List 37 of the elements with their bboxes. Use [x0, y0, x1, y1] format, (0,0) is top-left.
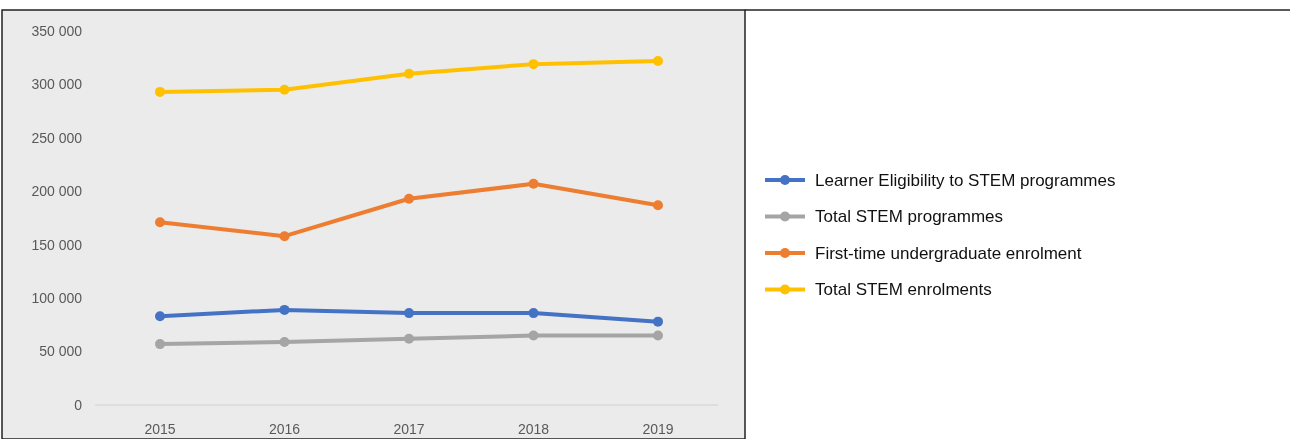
point	[404, 308, 414, 319]
point	[528, 330, 539, 341]
point	[404, 333, 414, 344]
x-tick-label: 2019	[642, 421, 674, 437]
y-tick-label: 0	[74, 396, 83, 413]
legend-label: Total STEM enrolments	[815, 280, 992, 300]
y-tick-label: 200 000	[31, 183, 83, 200]
y-tick-label: 50 000	[39, 343, 83, 360]
point	[653, 316, 663, 327]
point	[404, 68, 414, 79]
point	[279, 231, 290, 242]
y-tick-label: 150 000	[31, 236, 83, 253]
x-tick-label: 2018	[517, 421, 550, 437]
point	[155, 86, 165, 97]
legend-label: Learner Eligibility to STEM programmes	[815, 170, 1116, 190]
point	[528, 59, 539, 70]
y-tick-label: 300 000	[31, 76, 83, 93]
point	[653, 200, 663, 211]
point	[279, 336, 290, 347]
point	[653, 330, 663, 341]
point	[155, 339, 165, 350]
x-tick-label: 2015	[144, 421, 176, 437]
point	[279, 304, 290, 315]
point	[528, 178, 539, 189]
legend-label: First-time undergraduate enrolment	[815, 243, 1082, 263]
y-tick-label: 350 000	[31, 22, 83, 39]
x-tick-label: 2016	[268, 421, 301, 437]
point	[528, 308, 539, 319]
point	[279, 84, 290, 95]
point	[155, 311, 165, 322]
legend-label: Total STEM programmes	[815, 207, 1003, 227]
point	[404, 193, 414, 204]
x-tick-label: 2017	[393, 421, 425, 437]
point	[155, 217, 165, 228]
point	[653, 55, 663, 66]
y-tick-label: 100 000	[31, 290, 83, 307]
y-tick-label: 250 000	[31, 129, 83, 146]
